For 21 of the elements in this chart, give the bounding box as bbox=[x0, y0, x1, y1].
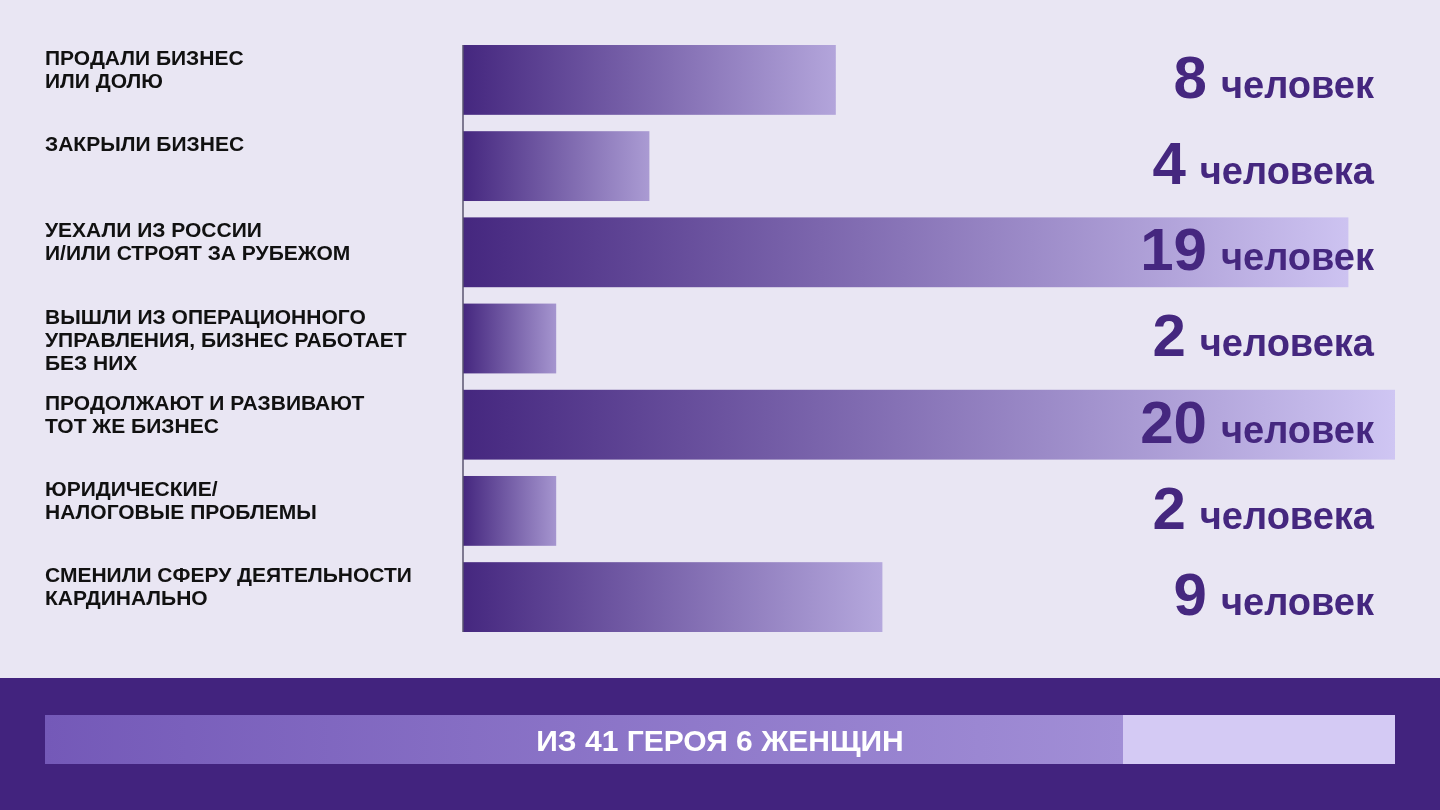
text: ИЗ 41 ГЕРОЯ 6 ЖЕНЩИН bbox=[536, 723, 904, 757]
data-label: 19 человек bbox=[1140, 216, 1375, 284]
data-label: 4 человека bbox=[1152, 130, 1375, 198]
bar bbox=[463, 131, 650, 202]
bar bbox=[463, 303, 557, 374]
data-label: 2 человека bbox=[1152, 302, 1375, 370]
bar bbox=[463, 475, 557, 546]
y-tick-label: ПРОДОЛЖАЮТ И РАЗВИВАЮТ ТОТ ЖЕ БИЗНЕС bbox=[45, 390, 365, 437]
y-tick-label: УЕХАЛИ ИЗ РОССИИ И/ИЛИ СТРОЯТ ЗА РУБЕЖОМ bbox=[45, 218, 351, 265]
bar bbox=[463, 389, 1395, 460]
y-tick-label: СМЕНИЛИ СФЕРУ ДЕЯТЕЛЬНОСТИ КАРДИНАЛЬНО bbox=[45, 563, 412, 610]
data-label: 9 человек bbox=[1173, 561, 1375, 628]
y-tick-label: ПРОДАЛИ БИЗНЕС ИЛИ ДОЛЮ bbox=[45, 46, 244, 92]
y-tick-label: ВЫШЛИ ИЗ ОПЕРАЦИОННОГО УПРАВЛЕНИЯ, БИЗНЕС РАБОТАЕТ БЕЗ НИХ bbox=[45, 304, 407, 374]
bar bbox=[463, 45, 836, 115]
data-label: 8 человек bbox=[1173, 43, 1375, 111]
bar bbox=[463, 562, 883, 632]
data-label: 2 человека bbox=[1152, 474, 1375, 542]
y-tick-label: ЮРИДИЧЕСКИЕ/ НАЛОГОВЫЕ ПРОБЛЕМЫ bbox=[45, 476, 317, 523]
data-label: 20 человек bbox=[1140, 388, 1375, 456]
y-tick-label: ЗАКРЫЛИ БИЗНЕС bbox=[45, 132, 245, 156]
